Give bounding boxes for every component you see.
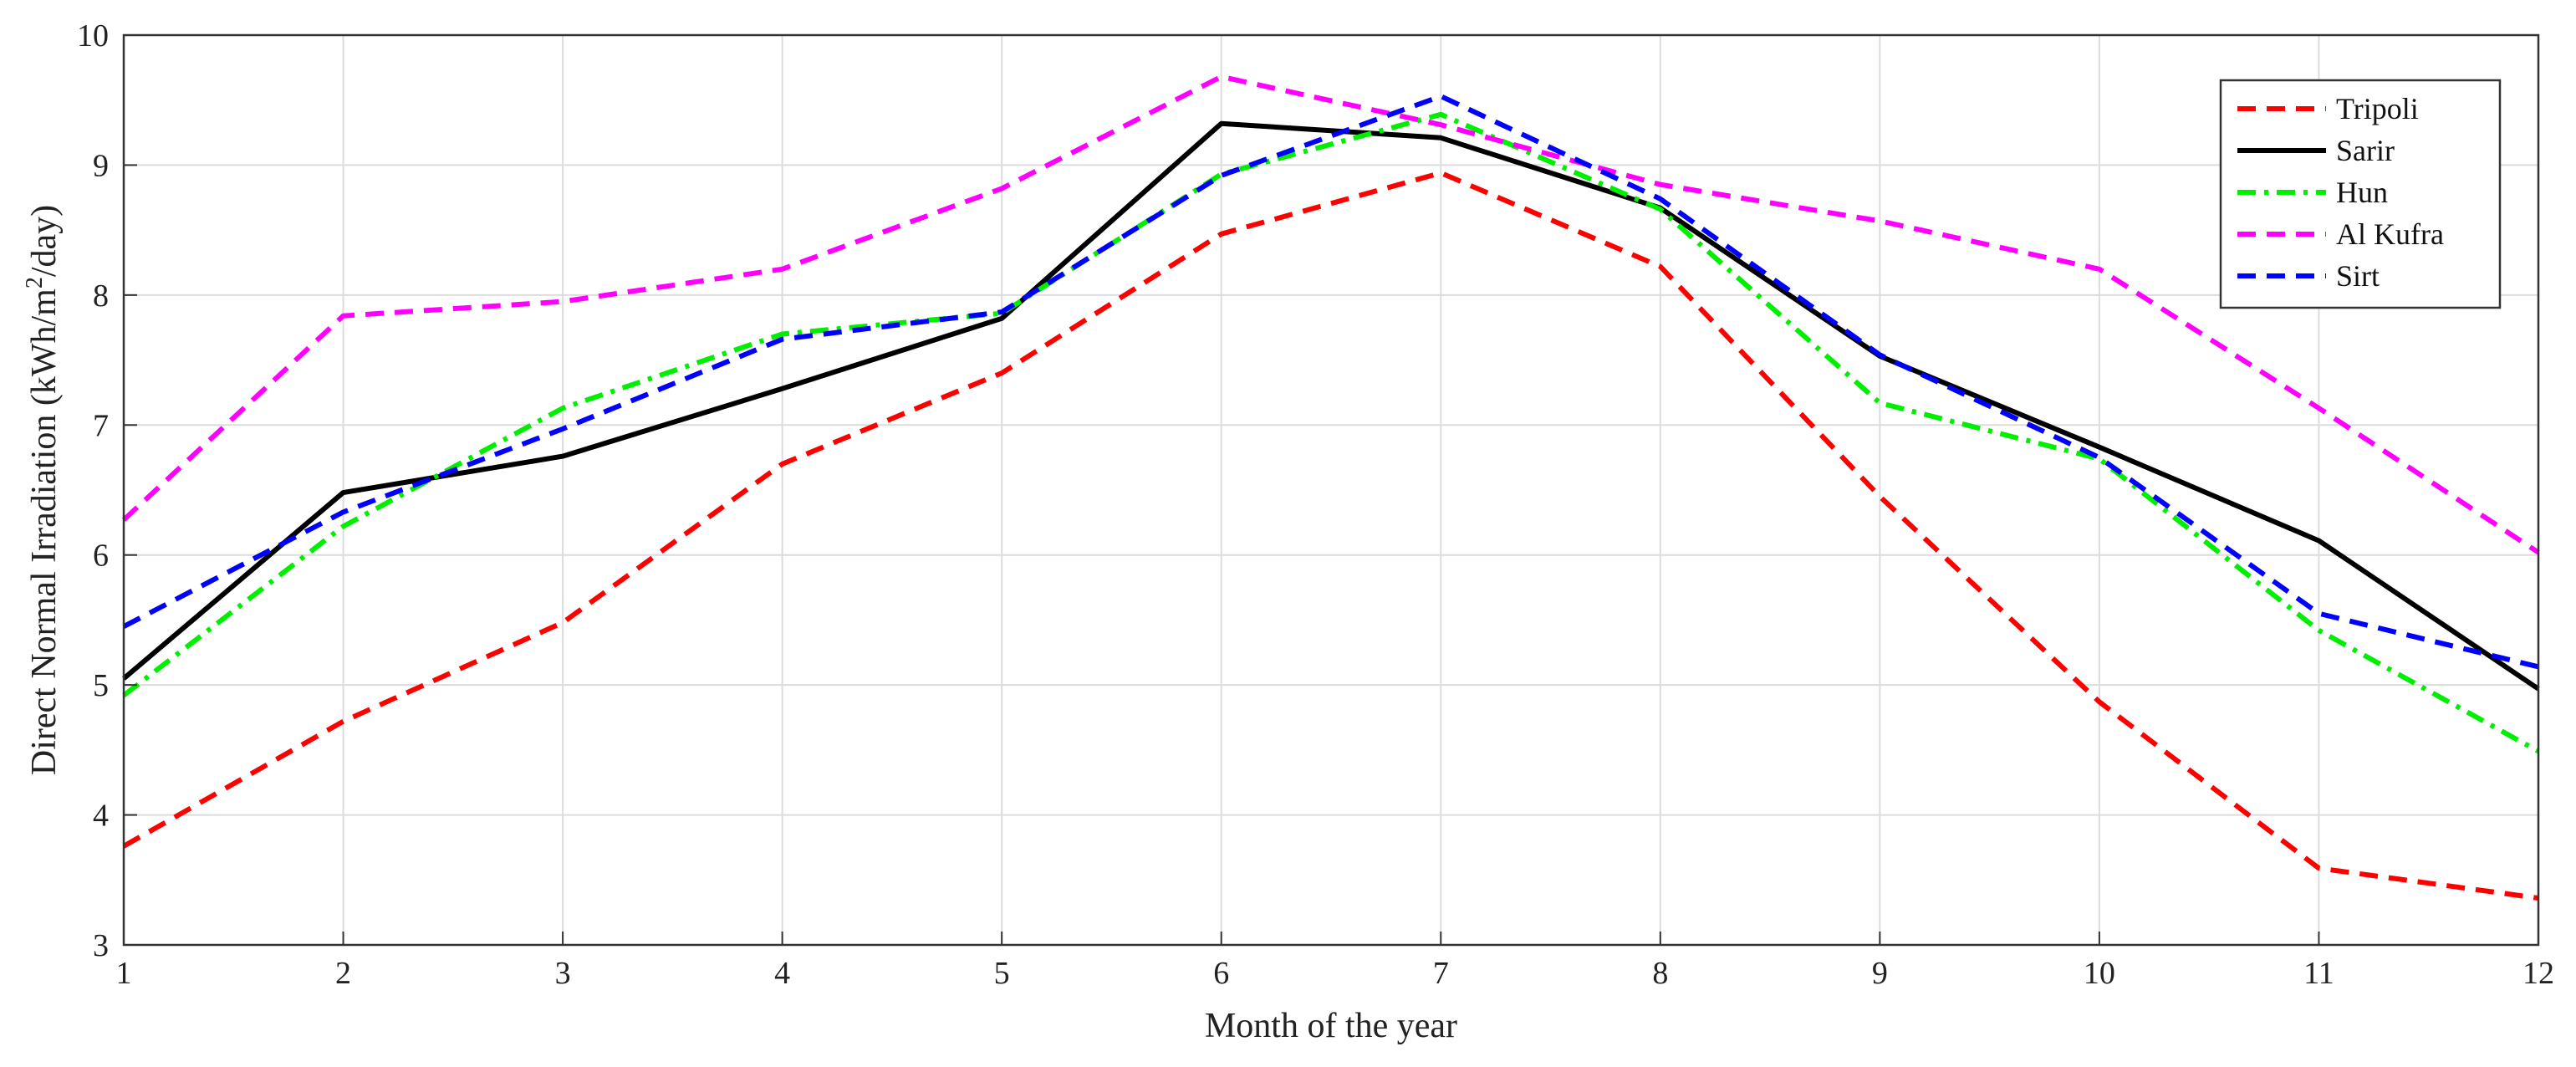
x-tick-label: 2 bbox=[335, 956, 351, 991]
x-tick-label: 9 bbox=[1872, 956, 1888, 991]
legend-label-sirt: Sirt bbox=[2336, 259, 2380, 293]
plot-background bbox=[124, 35, 2538, 945]
y-tick-label: 5 bbox=[93, 668, 109, 703]
x-tick-label: 6 bbox=[1213, 956, 1229, 991]
legend: Tripoli Sarir Hun Al Kufra Sirt bbox=[2219, 79, 2502, 309]
series-line-tripoli bbox=[122, 170, 2539, 901]
y-tick-label: 3 bbox=[93, 928, 109, 963]
y-tick-label: 6 bbox=[93, 539, 109, 574]
legend-label-hun: Hun bbox=[2336, 176, 2388, 209]
series-line-al-kufra bbox=[121, 74, 2540, 555]
y-tick-label: 4 bbox=[93, 799, 109, 834]
plot-frame bbox=[122, 33, 2540, 947]
y-axis-label-sup: 2 bbox=[22, 277, 48, 288]
series-line-hun bbox=[122, 111, 2540, 754]
x-tick-label: 5 bbox=[994, 956, 1010, 991]
x-tick-label: 12 bbox=[2522, 956, 2554, 991]
x-tick-label: 8 bbox=[1652, 956, 1668, 991]
y-tick-label: 7 bbox=[93, 408, 109, 443]
y-tick-label: 8 bbox=[93, 278, 109, 314]
y-tick-label: 9 bbox=[93, 148, 109, 183]
x-tick-label: 10 bbox=[2084, 956, 2115, 991]
x-tick-label: 11 bbox=[2303, 956, 2334, 991]
legend-label-al-kufra: Al Kufra bbox=[2336, 217, 2444, 251]
y-axis-label-tail: /day) bbox=[25, 205, 64, 277]
legend-label-sarir: Sarir bbox=[2336, 134, 2395, 167]
y-axis-label-main: Direct Normal Irradiation (kWh/m bbox=[25, 288, 64, 775]
series-layer bbox=[121, 74, 2540, 901]
x-tick-label: 4 bbox=[774, 956, 790, 991]
x-tick-label: 1 bbox=[116, 956, 132, 991]
series-line-sarir bbox=[122, 120, 2540, 692]
x-tick-label: 7 bbox=[1433, 956, 1449, 991]
series-line-sirt bbox=[122, 94, 2539, 670]
x-axis-label: Month of the year bbox=[1205, 1007, 1457, 1045]
y-tick-label: 10 bbox=[77, 18, 109, 54]
y-axis-label: Direct Normal Irradiation (kWh/m2/day) bbox=[22, 205, 64, 775]
legend-label-tripoli: Tripoli bbox=[2336, 92, 2419, 125]
x-tick-label: 3 bbox=[555, 956, 571, 991]
